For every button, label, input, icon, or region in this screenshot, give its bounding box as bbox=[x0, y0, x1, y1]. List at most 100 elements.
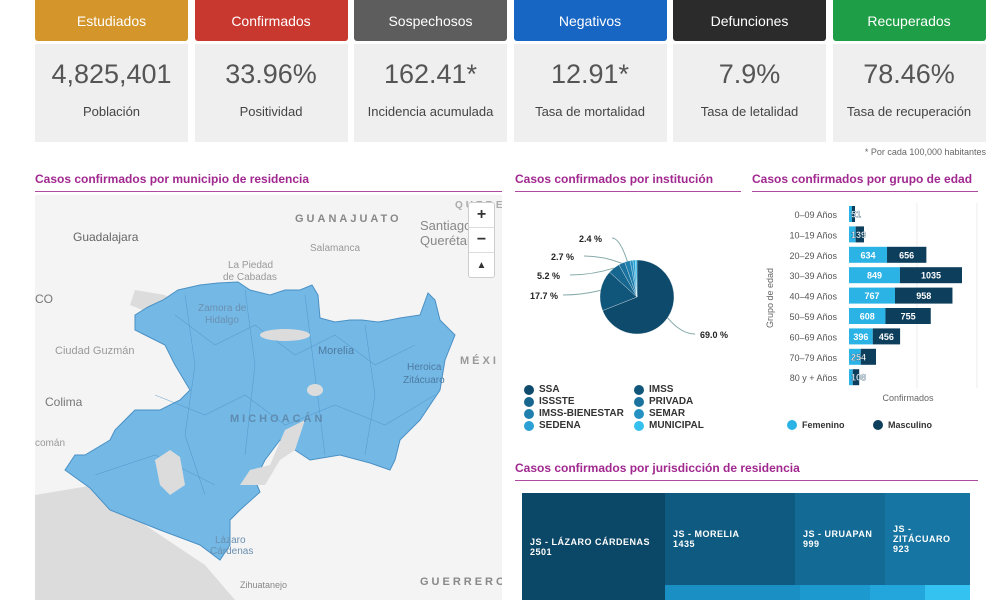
bar-value-label: 755 bbox=[901, 312, 916, 322]
stat-card-label: Incidencia acumulada bbox=[367, 104, 494, 119]
legend-label: MUNICIPAL bbox=[649, 420, 704, 431]
map-label: Ciudad Guzmán bbox=[55, 345, 135, 357]
stat-card-0: Estudiados 4,825,401 Población bbox=[35, 0, 188, 142]
map-label: Zitácuaro bbox=[403, 375, 445, 386]
legend-label[interactable]: Masculino bbox=[888, 420, 933, 430]
legend-dot-icon bbox=[634, 396, 644, 407]
compass-button[interactable]: ▲ bbox=[476, 260, 487, 271]
age-group-label: 60–69 Años bbox=[789, 332, 837, 342]
legend-item[interactable]: SEMAR bbox=[634, 408, 685, 419]
pie-label: 2.4 % bbox=[579, 234, 602, 244]
treemap-cell[interactable]: JS - ZITÁCUARO 923 bbox=[885, 493, 970, 585]
age-title: Casos confirmados por grupo de edad bbox=[752, 172, 978, 192]
treemap-cell[interactable] bbox=[665, 585, 800, 600]
map-label: Zihuatanejo bbox=[240, 580, 288, 590]
treemap-cell-value: 1435 bbox=[673, 539, 696, 549]
map-label: La Piedad bbox=[228, 260, 274, 271]
bar-value-label: 767 bbox=[864, 291, 879, 301]
bar-masculino[interactable] bbox=[860, 348, 876, 365]
bar-femenino[interactable] bbox=[849, 328, 873, 345]
treemap-cell-name: JS - ZITÁCUARO bbox=[893, 524, 951, 544]
legend-item[interactable]: ISSSTE bbox=[524, 396, 575, 407]
x-axis-label: Confirmados bbox=[882, 393, 934, 403]
pie-slice-ssa[interactable] bbox=[602, 259, 675, 335]
pie-leader-line bbox=[667, 317, 696, 335]
stat-card-title: Confirmados bbox=[194, 0, 348, 41]
bar-femenino[interactable] bbox=[849, 226, 856, 243]
age-group-label: 80 y + Años bbox=[790, 373, 838, 383]
stat-card-4: Defunciones 7.9% Tasa de letalidad bbox=[673, 0, 826, 142]
bar-masculino[interactable] bbox=[852, 369, 860, 386]
pie-slice-municipal[interactable] bbox=[634, 259, 638, 298]
treemap-cell[interactable] bbox=[800, 585, 870, 600]
pie-label: 69.0 % bbox=[700, 330, 728, 340]
age-group-label: 10–19 Años bbox=[789, 230, 837, 240]
bar-masculino[interactable] bbox=[899, 267, 962, 284]
treemap-cell[interactable]: JS - LÁZARO CÁRDENAS 2501 bbox=[522, 493, 665, 600]
zoom-out-button[interactable]: − bbox=[469, 228, 494, 253]
legend-dot-icon bbox=[524, 420, 534, 431]
treemap-cell[interactable]: JS - URUAPAN 999 bbox=[795, 493, 885, 585]
bar-value-label: 608 bbox=[860, 312, 875, 322]
map-label: Lázaro bbox=[215, 535, 246, 546]
bar-femenino[interactable] bbox=[849, 206, 852, 222]
legend-dot-icon bbox=[634, 384, 644, 395]
bar-value-label: 139 bbox=[851, 230, 866, 240]
stat-card-title: Recuperados bbox=[832, 0, 986, 41]
legend-label[interactable]: Femenino bbox=[802, 420, 845, 430]
treemap-cell[interactable] bbox=[870, 585, 925, 600]
map-label: CO bbox=[35, 292, 53, 306]
map-label: Heroica bbox=[407, 362, 442, 373]
bar-masculino[interactable] bbox=[851, 206, 855, 222]
stat-card-label: Población bbox=[82, 104, 141, 119]
municipality-map[interactable]: GUANAJUATO Santiago de Querétaro Guadalajar… bbox=[35, 195, 502, 600]
bar-value-label: 254 bbox=[851, 352, 866, 362]
legend-label: IMSS-BIENESTAR bbox=[539, 408, 624, 419]
legend-item[interactable]: MUNICIPAL bbox=[634, 420, 704, 431]
bar-masculino[interactable] bbox=[885, 308, 931, 324]
age-group-label: 70–79 Años bbox=[789, 353, 837, 363]
ocean-area bbox=[35, 485, 235, 600]
map-label: Colima bbox=[45, 395, 83, 409]
legend-item[interactable]: IMSS bbox=[634, 384, 673, 395]
bar-femenino[interactable] bbox=[849, 308, 886, 324]
bar-masculino[interactable] bbox=[887, 246, 927, 263]
bar-value-label: 1035 bbox=[921, 271, 941, 281]
bar-masculino[interactable] bbox=[872, 328, 901, 345]
bar-femenino[interactable] bbox=[849, 348, 861, 365]
legend-label: SEMAR bbox=[649, 408, 686, 419]
legend-dot-icon bbox=[787, 420, 797, 430]
bar-masculino[interactable] bbox=[855, 226, 864, 243]
institution-pie-chart: 69.0 % 17.7 % 5.2 % 2.7 % 2.4 % bbox=[530, 234, 728, 340]
pie-slice-imss[interactable] bbox=[599, 271, 638, 311]
legend-item[interactable]: SSA bbox=[524, 384, 560, 395]
legend-dot-icon bbox=[634, 408, 644, 419]
y-axis-label: Grupo de edad bbox=[765, 268, 775, 328]
legend-item[interactable]: IMSS-BIENESTAR bbox=[524, 408, 624, 419]
bar-value-label: 634 bbox=[860, 250, 875, 260]
treemap-cell[interactable]: JS - MORELIA 1435 bbox=[665, 493, 795, 585]
treemap-cell[interactable] bbox=[925, 585, 970, 600]
bar-femenino[interactable] bbox=[849, 267, 900, 284]
bar-femenino[interactable] bbox=[849, 246, 888, 263]
treemap-cell-name: JS - MORELIA bbox=[673, 529, 740, 539]
legend-label: IMSS bbox=[649, 384, 674, 395]
age-bar-chart: 0–09 Años 51 10–19 Años 139 20–29 Años 634 656… bbox=[765, 203, 978, 430]
legend-item[interactable]: SEDENA bbox=[524, 420, 581, 431]
bar-value-label: 958 bbox=[916, 291, 931, 301]
stat-card-label: Tasa de mortalidad bbox=[535, 104, 645, 119]
treemap-cell-name: JS - LÁZARO CÁRDENAS bbox=[530, 536, 651, 547]
stat-card-value: 4,825,401 bbox=[51, 59, 172, 89]
bar-femenino[interactable] bbox=[849, 369, 853, 386]
legend-item[interactable]: PRIVADA bbox=[634, 396, 693, 407]
legend-dot-icon bbox=[873, 420, 883, 430]
bar-femenino[interactable] bbox=[849, 287, 896, 304]
stat-card-1: Confirmados 33.96% Positividad bbox=[194, 0, 348, 142]
bar-value-label: 849 bbox=[867, 271, 882, 281]
zoom-in-button[interactable]: + bbox=[469, 203, 494, 228]
map-label: de Cabadas bbox=[223, 272, 277, 283]
stat-card-5: Recuperados 78.46% Tasa de recuperación bbox=[832, 0, 986, 142]
bar-masculino[interactable] bbox=[895, 287, 953, 304]
legend-label: SSA bbox=[539, 384, 560, 395]
stat-card-value: 7.9% bbox=[718, 59, 781, 89]
